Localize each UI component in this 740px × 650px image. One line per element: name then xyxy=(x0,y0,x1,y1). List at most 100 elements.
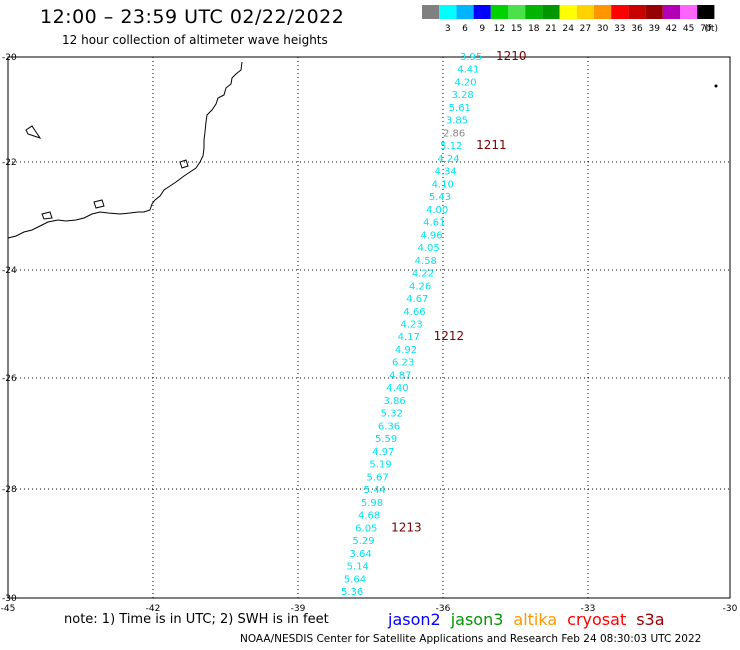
colorbar-tick-label: 9 xyxy=(479,24,485,34)
wave-height-label: 5.44 xyxy=(364,485,386,496)
island-shape xyxy=(93,199,105,209)
colorbar-swatch xyxy=(422,5,440,19)
wave-height-label: 4.24 xyxy=(437,154,459,165)
time-label: 1213 xyxy=(391,520,422,534)
island-shape xyxy=(41,211,53,220)
wave-height-label: 4.26 xyxy=(409,281,431,292)
colorbar-swatch xyxy=(439,5,457,19)
wave-height-label: 5.32 xyxy=(381,409,403,420)
wave-height-label: 5.67 xyxy=(367,472,389,483)
map-grid xyxy=(7,56,731,599)
colorbar-unit: (ft) xyxy=(704,24,718,34)
satellite-legend-item: s3a xyxy=(636,610,665,629)
wave-height-label: 6.05 xyxy=(355,523,377,534)
wave-height-label: 3.64 xyxy=(350,549,372,560)
wave-height-label: 5.36 xyxy=(341,587,363,598)
wave-height-label: 4.66 xyxy=(403,307,425,318)
colorbar-tick-label: 24 xyxy=(562,24,574,34)
longitude-tick-label: -45 xyxy=(1,604,16,614)
time-labels: 1210 1211 1212 1213 xyxy=(391,49,526,534)
colorbar-swatch xyxy=(576,5,594,19)
latitude-tick-label: -24 xyxy=(2,266,17,276)
wave-height-label: 4.00 xyxy=(426,205,448,216)
wave-height-label: 4.05 xyxy=(418,243,440,254)
wave-height-label: 4.67 xyxy=(406,294,428,305)
wave-height-label: 5.12 xyxy=(440,141,462,152)
coastline xyxy=(7,61,718,239)
wave-height-label: 3.86 xyxy=(384,396,406,407)
colorbar-tick-label: 3 xyxy=(445,24,451,34)
satellite-legend-item: altika xyxy=(513,610,558,629)
wave-height-label: 5.98 xyxy=(361,498,383,509)
longitude-tick-label: -30 xyxy=(723,604,738,614)
colorbar-tick-label: 70 xyxy=(700,24,712,34)
colorbar-swatch xyxy=(611,5,629,19)
time-label: 1212 xyxy=(434,329,465,343)
time-label: 1210 xyxy=(496,49,527,63)
map-frame xyxy=(7,56,731,599)
colorbar: 3 6 9 12 15 18 21 24 27 30 33 36 39 42 45 70(ft) xyxy=(422,5,718,34)
island-shape xyxy=(25,125,42,139)
latitude-tick-label: -30 xyxy=(2,594,17,604)
wave-height-label: 4.68 xyxy=(358,511,380,522)
longitude-tick-label: -39 xyxy=(291,604,306,614)
wave-height-label: 5.61 xyxy=(449,103,471,114)
colorbar-tick-label: 27 xyxy=(580,24,591,34)
wave-height-label: 5.19 xyxy=(369,460,391,471)
colorbar-swatch xyxy=(525,5,543,19)
colorbar-tick-label: 39 xyxy=(648,24,660,34)
longitude-labels: -45 -42 -39 -36 -33 -30 xyxy=(1,604,738,614)
colorbar-swatch xyxy=(662,5,680,19)
wave-height-label: 4.41 xyxy=(457,65,479,76)
satellite-legend-item: jason2 xyxy=(388,610,441,629)
colorbar-swatch xyxy=(542,5,560,19)
wave-height-label: 4.40 xyxy=(386,383,408,394)
colorbar-tick-label: 33 xyxy=(614,24,625,34)
colorbar-tick-label: 18 xyxy=(528,24,540,34)
longitude-tick-label: -36 xyxy=(436,604,451,614)
colorbar-tick-label: 15 xyxy=(511,24,522,34)
wave-height-label: 4.23 xyxy=(401,320,423,331)
altimeter-track: 3.95 4.414.20 3.28 5.61 3.852.86 5.12 4.24 4.34… xyxy=(341,52,482,598)
longitude-tick-label: -33 xyxy=(581,604,596,614)
colorbar-tick-label: 21 xyxy=(545,24,556,34)
latitude-labels: -20 -22 -24 -26 -28 -30 xyxy=(2,53,17,604)
wave-height-label: 5.59 xyxy=(375,434,397,445)
wave-height-label: 4.61 xyxy=(423,218,445,229)
wave-height-label: 3.85 xyxy=(446,116,468,127)
wave-height-label: 6.23 xyxy=(392,358,414,369)
wave-height-label: 4.34 xyxy=(435,167,457,178)
wave-height-label: 4.97 xyxy=(372,447,394,458)
wave-height-label: 2.86 xyxy=(443,128,465,139)
colorbar-swatch xyxy=(456,5,474,19)
latitude-tick-label: -20 xyxy=(2,53,17,63)
coastline-path xyxy=(7,61,243,239)
wave-height-label: 5.64 xyxy=(344,574,366,585)
colorbar-tick-label: 36 xyxy=(631,24,643,34)
colorbar-tick-label: 30 xyxy=(597,24,609,34)
latitude-tick-label: -26 xyxy=(2,374,17,384)
colorbar-swatch xyxy=(490,5,508,19)
colorbar-swatch xyxy=(645,5,663,19)
colorbar-swatch xyxy=(594,5,612,19)
longitude-tick-label: -42 xyxy=(146,604,161,614)
map-subtitle: 12 hour collection of altimeter wave hei… xyxy=(62,33,328,47)
colorbar-swatch xyxy=(628,5,646,19)
latitude-tick-label: -22 xyxy=(2,158,17,168)
map-title: 12:00 – 23:59 UTC 02/22/2022 xyxy=(40,6,345,28)
satellite-legend-item: jason3 xyxy=(450,610,504,629)
time-label: 1211 xyxy=(476,138,507,152)
colorbar-tick-label: 6 xyxy=(462,24,468,34)
colorbar-swatch xyxy=(697,5,715,19)
satellite-legend: jason2 jason3 altika cryosat s3a xyxy=(388,610,675,629)
note-text: note: 1) Time is in UTC; 2) SWH is in fe… xyxy=(64,612,329,627)
wave-height-label: 4.22 xyxy=(412,269,434,280)
colorbar-tick-label: 42 xyxy=(666,24,677,34)
colorbar-swatch xyxy=(559,5,577,19)
wave-height-label: 4.96 xyxy=(420,230,442,241)
wave-height-label: 4.10 xyxy=(432,179,454,190)
colorbar-swatch xyxy=(508,5,526,19)
wave-height-label: 4.17 xyxy=(398,332,420,343)
wave-height-label: 3.95 xyxy=(460,52,482,63)
